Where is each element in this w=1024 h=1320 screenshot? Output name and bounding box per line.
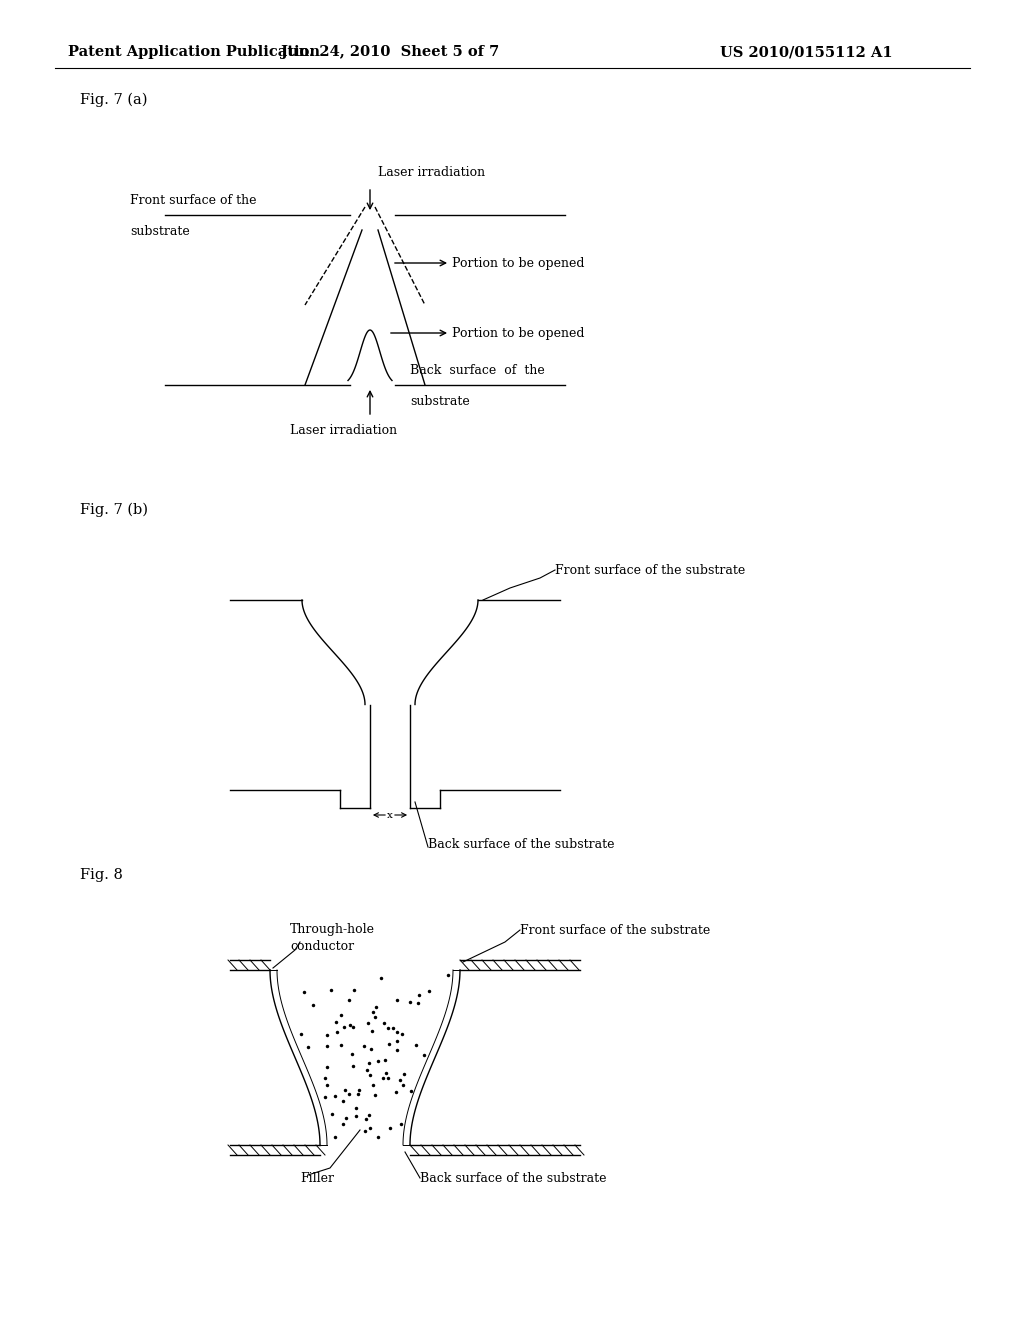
- Text: Portion to be opened: Portion to be opened: [452, 326, 585, 339]
- Text: Portion to be opened: Portion to be opened: [452, 256, 585, 269]
- Text: Front surface of the substrate: Front surface of the substrate: [555, 564, 745, 577]
- Text: Patent Application Publication: Patent Application Publication: [68, 45, 319, 59]
- Text: substrate: substrate: [130, 224, 189, 238]
- Text: x: x: [387, 810, 393, 820]
- Text: Through-hole: Through-hole: [290, 924, 375, 936]
- Text: Laser irradiation: Laser irradiation: [290, 424, 397, 437]
- Text: Fig. 8: Fig. 8: [80, 869, 123, 882]
- Text: Jun. 24, 2010  Sheet 5 of 7: Jun. 24, 2010 Sheet 5 of 7: [281, 45, 499, 59]
- Text: Back  surface  of  the: Back surface of the: [410, 364, 545, 378]
- Text: Fig. 7 (a): Fig. 7 (a): [80, 92, 147, 107]
- Text: Front surface of the: Front surface of the: [130, 194, 256, 207]
- Text: conductor: conductor: [290, 940, 354, 953]
- Text: Fig. 7 (b): Fig. 7 (b): [80, 503, 148, 517]
- Text: Filler: Filler: [300, 1172, 334, 1184]
- Text: Back surface of the substrate: Back surface of the substrate: [420, 1172, 606, 1184]
- Text: US 2010/0155112 A1: US 2010/0155112 A1: [720, 45, 893, 59]
- Text: Front surface of the substrate: Front surface of the substrate: [520, 924, 711, 936]
- Text: Back surface of the substrate: Back surface of the substrate: [428, 838, 614, 851]
- Text: Laser irradiation: Laser irradiation: [378, 166, 485, 180]
- Text: substrate: substrate: [410, 395, 470, 408]
